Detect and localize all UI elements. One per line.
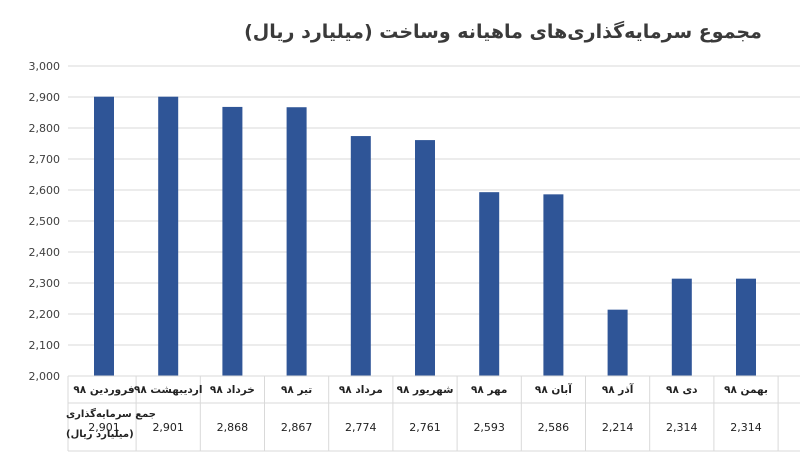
y-tick-label: 2,000 [29, 370, 61, 383]
value-label: 2,901 [152, 421, 184, 434]
value-label: 2,761 [409, 421, 441, 434]
row-label-line: جمع سرمایه‌گذاری [66, 407, 156, 420]
data-table-row-label: جمع سرمایه‌گذاری (میلیارد ریال) [66, 407, 156, 440]
value-label: 2,901 [88, 421, 120, 434]
bar [479, 192, 500, 376]
bar [222, 106, 243, 377]
category-label: تیر ۹۸ [281, 384, 312, 396]
category-label: مهر ۹۸ [471, 384, 507, 396]
bars [94, 96, 756, 377]
bar [350, 136, 371, 376]
y-tick-label: 2,800 [29, 122, 61, 135]
category-label: خرداد ۹۸ [210, 384, 255, 396]
category-label: مرداد ۹۸ [339, 384, 383, 396]
y-tick-label: 2,900 [29, 91, 61, 104]
bar [671, 278, 692, 376]
value-label: 2,867 [281, 421, 313, 434]
value-label: 2,868 [217, 421, 249, 434]
bar [736, 278, 756, 376]
y-tick-label: 2,400 [29, 246, 61, 259]
category-label: فروردین ۹۸ [73, 384, 134, 396]
y-axis-ticks: 2,000 2,100 2,200 2,300 2,400 2,500 2,600 2,700… [29, 60, 61, 383]
bar [415, 140, 435, 376]
value-label: 2,774 [345, 421, 377, 434]
bar [158, 96, 179, 376]
value-label: 2,314 [666, 421, 698, 434]
y-tick-label: 2,500 [29, 215, 61, 228]
category-label: آذر ۹۸ [602, 383, 634, 396]
y-tick-label: 3,000 [29, 60, 61, 73]
value-label: 2,593 [473, 421, 505, 434]
y-tick-label: 2,100 [29, 339, 61, 352]
y-tick-label: 2,600 [29, 184, 61, 197]
category-label: بهمن ۹۸ [724, 384, 768, 396]
y-tick-label: 2,300 [29, 277, 61, 290]
category-label: اردیبهشت ۹۸ [134, 384, 202, 396]
data-table: فروردین ۹۸ اردیبهشت ۹۸ خرداد ۹۸ تیر ۹۸ مرداد… [67, 375, 800, 452]
bar [607, 309, 628, 376]
y-tick-label: 2,700 [29, 153, 61, 166]
category-label: آبان ۹۸ [535, 383, 572, 396]
row-label-line: (میلیارد ریال) [66, 429, 134, 440]
chart-title: مجموع سرمایه‌گذاری‌های ماهیانه وساخت (می… [244, 20, 762, 43]
value-label: 2,214 [602, 421, 634, 434]
value-label: 2,586 [538, 421, 570, 434]
value-label: 2,314 [730, 421, 762, 434]
category-label: شهریور ۹۸ [397, 384, 454, 396]
bar [543, 194, 564, 376]
bar [286, 107, 307, 376]
y-tick-label: 2,200 [29, 308, 61, 321]
category-label: دی ۹۸ [666, 384, 698, 396]
bar [94, 96, 114, 376]
